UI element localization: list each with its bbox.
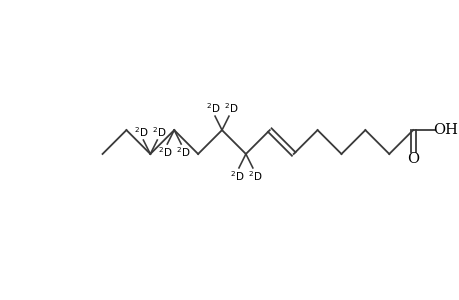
Text: $^2$D: $^2$D bbox=[229, 169, 244, 183]
Text: $^2$D: $^2$D bbox=[134, 125, 148, 139]
Text: OH: OH bbox=[433, 123, 458, 137]
Text: $^2$D: $^2$D bbox=[152, 125, 166, 139]
Text: $^2$D: $^2$D bbox=[247, 169, 262, 183]
Text: O: O bbox=[406, 152, 418, 166]
Text: $^2$D: $^2$D bbox=[176, 145, 190, 159]
Text: $^2$D: $^2$D bbox=[205, 101, 220, 115]
Text: $^2$D: $^2$D bbox=[158, 145, 172, 159]
Text: $^2$D: $^2$D bbox=[223, 101, 238, 115]
